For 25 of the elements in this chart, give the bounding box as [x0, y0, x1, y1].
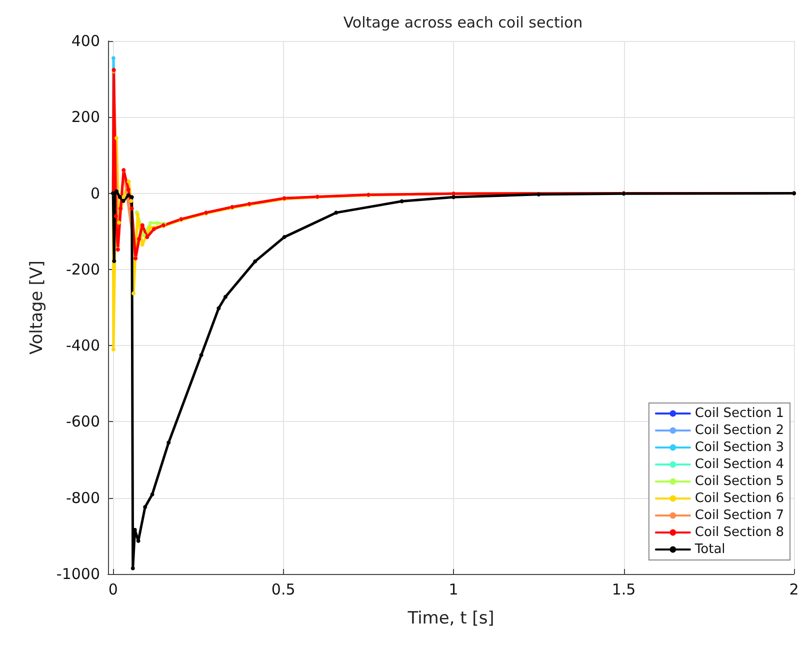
y-tick-label: 0	[90, 184, 100, 202]
x-axis-title: Time, t [s]	[406, 608, 494, 628]
legend-label: Coil Section 1	[694, 406, 784, 421]
y-tick-label: 400	[71, 32, 100, 50]
y-tick-label: -600	[66, 412, 100, 431]
x-tick-label: 2	[789, 580, 799, 598]
x-tick-label: 0	[108, 580, 118, 598]
y-axis-title: Voltage [V]	[27, 260, 48, 355]
y-tick-label: -200	[66, 260, 100, 278]
legend-label: Coil Section 7	[694, 508, 784, 523]
legend-label: Coil Section 4	[694, 457, 784, 472]
x-tick-label: 0.5	[271, 580, 296, 598]
y-tick-label: -800	[66, 488, 100, 507]
y-tick-label: 200	[71, 108, 100, 126]
y-tick-label: -400	[66, 336, 100, 355]
legend-label: Coil Section 6	[694, 491, 784, 506]
legend-label: Coil Section 5	[694, 474, 784, 489]
x-tick-label: 1	[448, 580, 458, 598]
chart-title: Voltage across each coil section	[343, 14, 583, 32]
x-tick-label: 1.5	[612, 580, 636, 598]
legend-label: Coil Section 8	[694, 525, 784, 540]
legend-label: Coil Section 3	[694, 440, 784, 455]
legend-label: Coil Section 2	[694, 423, 784, 438]
y-tick-label: -1000	[56, 565, 100, 583]
legend-label: Total	[694, 542, 726, 557]
